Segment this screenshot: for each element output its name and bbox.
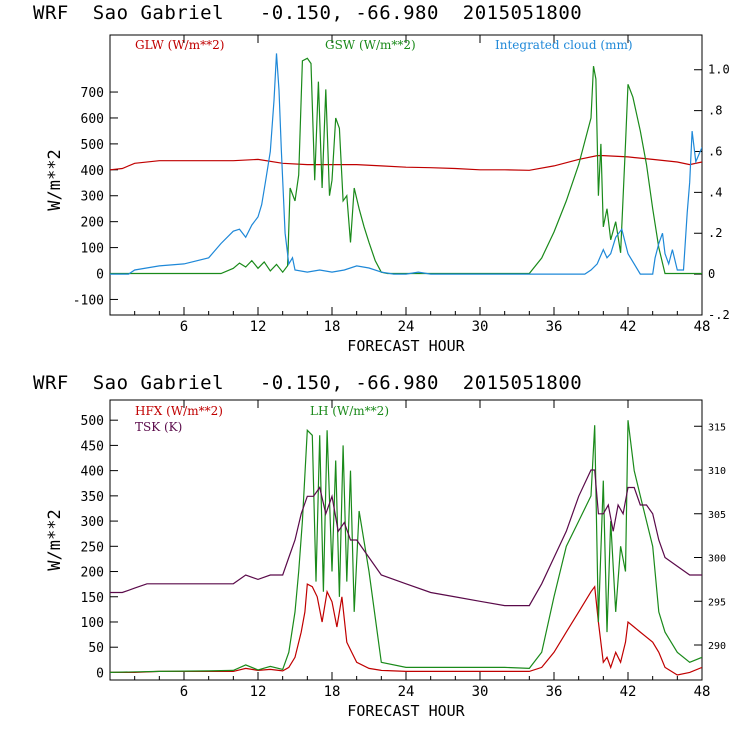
- y-tick-label: 100: [81, 616, 104, 631]
- series-line-3: [110, 53, 702, 275]
- chart-bottom: 6 12 18 24 30 36 42 48 0 50 100 150 200 250 300 350 400 4…: [45, 399, 726, 720]
- x-axis-label: FORECAST HOUR: [347, 702, 465, 720]
- x-tick-label: 48: [694, 319, 711, 335]
- y-tick-label: 400: [81, 164, 104, 179]
- series-line-2: [110, 420, 702, 673]
- y-tick-label: 600: [81, 112, 104, 127]
- y2-tick-label: .4: [708, 185, 722, 199]
- y2-tick-label: .2: [708, 226, 722, 240]
- y-tick-label: 500: [81, 414, 104, 429]
- legend-entry-1: HFX (W/m**2): [135, 404, 223, 418]
- x-tick-label: 30: [472, 319, 489, 335]
- chart-header-top: WRF Sao Gabriel -0.150, -66.980 20150518…: [33, 2, 583, 24]
- y-tick-label: 0: [96, 666, 104, 681]
- x-tick-label: 42: [620, 319, 637, 335]
- y-tick-label: 0: [96, 268, 104, 283]
- x-tick-label: 12: [250, 319, 267, 335]
- y2-tick-label: 310: [708, 466, 726, 477]
- y-tick-label: 400: [81, 465, 104, 480]
- y2-tick-label: .6: [708, 144, 722, 158]
- y-tick-label: 450: [81, 439, 104, 454]
- y-tick-label: 200: [81, 216, 104, 231]
- y2-tick-label: 0: [708, 267, 715, 281]
- y2-tick-label: 315: [708, 422, 726, 433]
- y2-tick-label: 290: [708, 641, 726, 652]
- x-tick-label: 18: [324, 684, 341, 700]
- series-line-3: [110, 469, 702, 607]
- y2-tick-label: 300: [708, 554, 726, 565]
- legend-entry-1: GLW (W/m**2): [135, 38, 224, 52]
- x-tick-label: 18: [324, 319, 341, 335]
- y-axis-label: W/m**2: [45, 509, 65, 570]
- x-tick-label: 30: [472, 684, 489, 700]
- y2-tick-label: 1.0: [708, 63, 730, 77]
- y-tick-label: 200: [81, 566, 104, 581]
- x-tick-label: 24: [398, 319, 415, 335]
- y-tick-label: 350: [81, 490, 104, 505]
- x-axis-label: FORECAST HOUR: [347, 337, 465, 355]
- x-tick-label: 36: [546, 319, 563, 335]
- y-tick-label: 100: [81, 242, 104, 257]
- y2-tick-label: 305: [708, 510, 726, 521]
- series-line-2: [110, 57, 702, 275]
- y-tick-label: 250: [81, 540, 104, 555]
- y-tick-label: 150: [81, 591, 104, 606]
- y-axis-label: W/m**2: [45, 149, 65, 210]
- legend-entry-2: LH (W/m**2): [310, 404, 389, 418]
- x-tick-label: 36: [546, 684, 563, 700]
- y2-tick-label: .8: [708, 104, 722, 118]
- y-tick-label: 500: [81, 138, 104, 153]
- x-tick-label: 6: [180, 684, 188, 700]
- legend-entry-3: TSK (K): [135, 420, 182, 434]
- x-tick-label: 24: [398, 684, 415, 700]
- series-line-1: [110, 583, 702, 676]
- chart-header-bottom: WRF Sao Gabriel -0.150, -66.980 20150518…: [33, 372, 583, 394]
- x-tick-label: 12: [250, 684, 267, 700]
- legend-entry-2: GSW (W/m**2): [325, 38, 416, 52]
- y-tick-label: 300: [81, 190, 104, 205]
- x-tick-label: 42: [620, 684, 637, 700]
- y-tick-label: 300: [81, 515, 104, 530]
- y-tick-label: 50: [88, 641, 104, 656]
- y2-tick-label: 295: [708, 597, 726, 608]
- x-tick-label: 6: [180, 319, 188, 335]
- x-tick-label: 48: [694, 684, 711, 700]
- legend-entry-3: Integrated cloud (mm): [495, 38, 633, 52]
- y-tick-label: -100: [73, 293, 104, 308]
- chart-top: 6 12 18 24 30 36 42 48 -100 0 100 200 300 400 500 600 70…: [45, 34, 730, 355]
- plot-frame: [109, 399, 703, 681]
- series-line-1: [110, 155, 702, 171]
- y2-tick-label: -.2: [708, 308, 730, 322]
- y-tick-label: 700: [81, 86, 104, 101]
